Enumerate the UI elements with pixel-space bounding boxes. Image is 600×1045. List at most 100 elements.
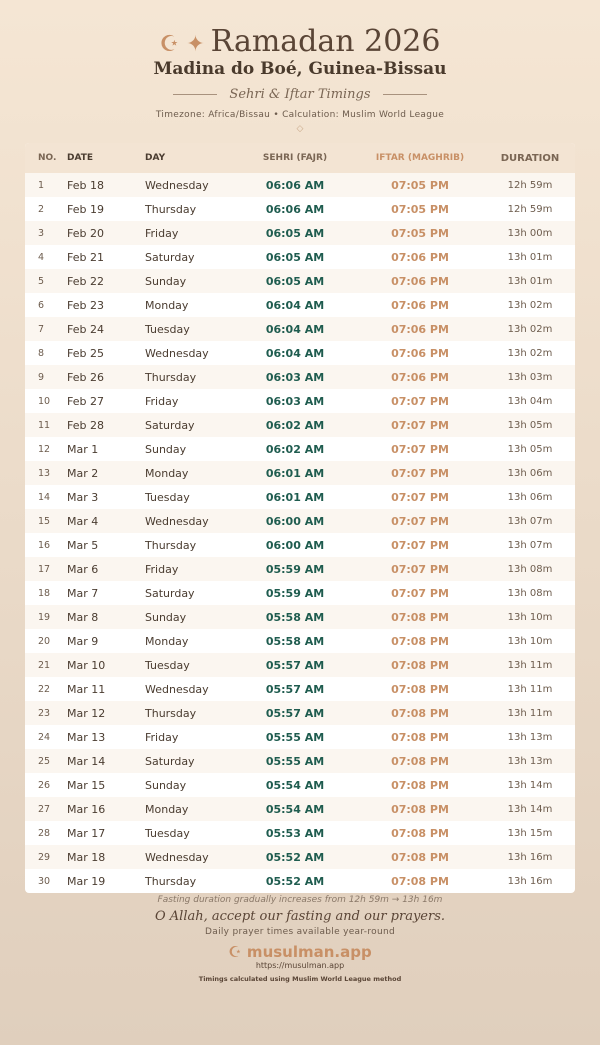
row-sehri: 05:52 AM (265, 850, 325, 864)
row-duration: 13h 16m (507, 875, 553, 887)
footer: Fasting duration gradually increases fro… (0, 895, 600, 983)
row-iftar: 07:06 PM (391, 370, 449, 384)
table-row: 28 Mar 17 Tuesday 05:53 AM 07:08 PM 13h 15m (25, 821, 575, 845)
row-duration: 13h 05m (507, 443, 553, 455)
table-row: 16 Mar 5 Thursday 06:00 AM 07:07 PM 13h 07m (25, 533, 575, 557)
row-date: Mar 8 (67, 610, 99, 624)
row-day: Thursday (145, 874, 197, 888)
row-iftar: 07:08 PM (391, 826, 449, 840)
row-duration: 13h 02m (507, 323, 553, 335)
row-sehri: 06:05 AM (265, 274, 325, 288)
row-date: Mar 1 (67, 442, 99, 456)
table-row: 23 Mar 12 Thursday 05:57 AM 07:08 PM 13h 11m (25, 701, 575, 725)
row-no: 13 (38, 467, 51, 479)
row-sehri: 06:05 AM (265, 226, 325, 240)
row-date: Mar 5 (67, 538, 99, 552)
row-iftar: 07:07 PM (391, 442, 449, 456)
row-date: Feb 26 (67, 370, 104, 384)
col-duration: DURATION (500, 152, 560, 164)
table-row: 14 Mar 3 Tuesday 06:01 AM 07:07 PM 13h 06m (25, 485, 575, 509)
meta-info: Timezone: Africa/Bissau • Calculation: M… (155, 110, 445, 120)
table-row: 8 Feb 25 Wednesday 06:04 AM 07:06 PM 13h 02m (25, 341, 575, 365)
row-date: Mar 7 (67, 586, 99, 600)
row-iftar: 07:07 PM (391, 466, 449, 480)
row-date: Mar 11 (67, 682, 106, 696)
col-day: DAY (145, 153, 166, 163)
row-no: 6 (38, 299, 45, 311)
website-link[interactable]: https://musulman.app (255, 961, 345, 970)
row-sehri: 06:01 AM (265, 466, 325, 480)
row-date: Feb 18 (67, 178, 104, 192)
location: Madina do Boé, Guinea-Bissau (153, 59, 447, 79)
row-iftar: 07:07 PM (391, 490, 449, 504)
row-sehri: 06:04 AM (265, 346, 325, 360)
row-sehri: 05:52 AM (265, 874, 325, 888)
row-day: Friday (145, 730, 179, 744)
row-iftar: 07:07 PM (391, 562, 449, 576)
row-duration: 13h 02m (507, 347, 553, 359)
row-date: Mar 12 (67, 706, 106, 720)
table-row: 18 Mar 7 Saturday 05:59 AM 07:07 PM 13h 08m (25, 581, 575, 605)
row-no: 18 (38, 587, 51, 599)
row-duration: 13h 14m (507, 803, 553, 815)
brand-logo[interactable]: ☪ musulman.app (228, 943, 372, 961)
row-duration: 13h 06m (507, 467, 553, 479)
table-row: 4 Feb 21 Saturday 06:05 AM 07:06 PM 13h 01m (25, 245, 575, 269)
row-no: 2 (38, 203, 45, 215)
row-iftar: 07:07 PM (391, 514, 449, 528)
table-row: 17 Mar 6 Friday 05:59 AM 07:07 PM 13h 08m (25, 557, 575, 581)
row-duration: 13h 11m (507, 659, 553, 671)
row-no: 12 (38, 443, 51, 455)
row-sehri: 05:57 AM (265, 706, 325, 720)
row-duration: 13h 02m (507, 299, 553, 311)
row-sehri: 06:00 AM (265, 514, 325, 528)
table-row: 26 Mar 15 Sunday 05:54 AM 07:08 PM 13h 14m (25, 773, 575, 797)
row-date: Feb 23 (67, 298, 104, 312)
row-date: Feb 25 (67, 346, 104, 360)
row-date: Feb 24 (67, 322, 104, 336)
row-iftar: 07:05 PM (391, 202, 449, 216)
row-day: Monday (145, 298, 189, 312)
row-sehri: 06:04 AM (265, 298, 325, 312)
row-day: Wednesday (145, 346, 209, 360)
row-day: Tuesday (145, 658, 190, 672)
row-iftar: 07:08 PM (391, 850, 449, 864)
row-duration: 13h 14m (507, 779, 553, 791)
row-iftar: 07:07 PM (391, 538, 449, 552)
row-no: 23 (38, 707, 51, 719)
subtitle: Sehri & Iftar Timings (0, 87, 600, 102)
row-iftar: 07:08 PM (391, 682, 449, 696)
row-date: Mar 14 (67, 754, 106, 768)
row-sehri: 06:03 AM (265, 370, 325, 384)
row-day: Wednesday (145, 850, 209, 864)
dua: O Allah, accept our fasting and our pray… (154, 909, 446, 924)
row-date: Feb 27 (67, 394, 104, 408)
row-iftar: 07:08 PM (391, 706, 449, 720)
row-date: Feb 19 (67, 202, 104, 216)
table-row: 15 Mar 4 Wednesday 06:00 AM 07:07 PM 13h 07m (25, 509, 575, 533)
row-sehri: 06:04 AM (265, 322, 325, 336)
row-no: 11 (38, 419, 51, 431)
row-day: Thursday (145, 202, 197, 216)
row-duration: 13h 13m (507, 755, 553, 767)
row-duration: 13h 10m (507, 611, 553, 623)
row-date: Feb 21 (67, 250, 104, 264)
row-date: Mar 6 (67, 562, 99, 576)
row-iftar: 07:08 PM (391, 730, 449, 744)
row-day: Tuesday (145, 322, 190, 336)
row-day: Tuesday (145, 490, 190, 504)
row-day: Thursday (145, 706, 197, 720)
row-no: 30 (38, 875, 51, 887)
table-row: 6 Feb 23 Monday 06:04 AM 07:06 PM 13h 02m (25, 293, 575, 317)
row-day: Thursday (145, 538, 197, 552)
diamond-icon: ◇ (296, 124, 304, 134)
row-iftar: 07:05 PM (391, 178, 449, 192)
row-sehri: 06:02 AM (265, 442, 325, 456)
row-iftar: 07:08 PM (391, 802, 449, 816)
row-sehri: 05:57 AM (265, 658, 325, 672)
row-no: 8 (38, 347, 45, 359)
table-row: 11 Feb 28 Saturday 06:02 AM 07:07 PM 13h 05m (25, 413, 575, 437)
row-day: Monday (145, 634, 189, 648)
row-sehri: 05:58 AM (265, 634, 325, 648)
row-duration: 13h 00m (507, 227, 553, 239)
